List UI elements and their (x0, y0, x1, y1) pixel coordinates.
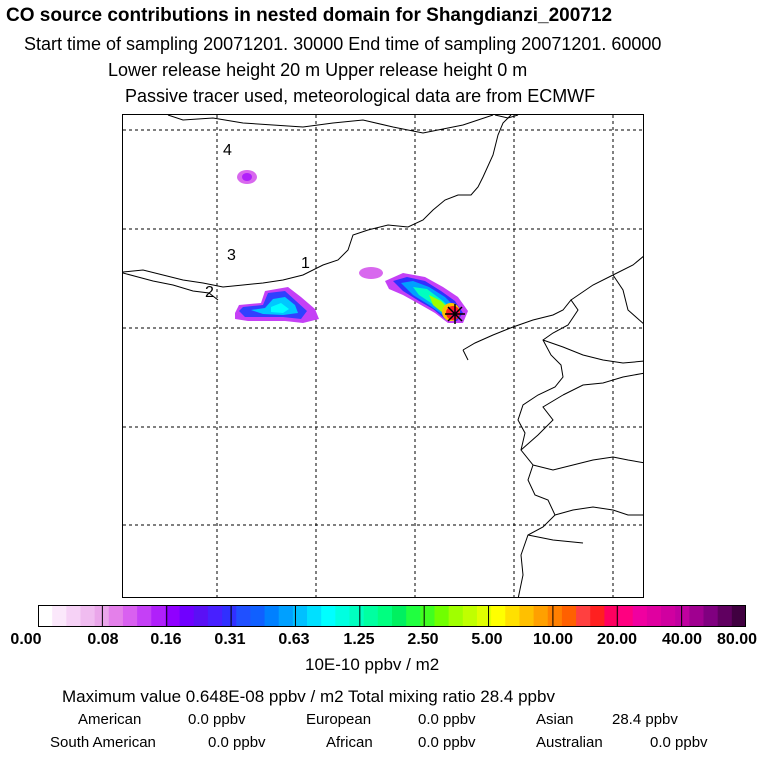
colorbar-swatch (576, 605, 591, 627)
colorbar-units: 10E-10 ppbv / m2 (305, 655, 440, 674)
colorbar (38, 605, 746, 627)
colorbar-swatch (632, 605, 648, 627)
colorbar-tick: 5.00 (471, 631, 503, 648)
colorbar-swatch (689, 605, 705, 627)
region-value: 0.0 ppbv (418, 734, 476, 751)
colorbar-tick: 10.00 (532, 631, 574, 648)
colorbar-swatch (420, 605, 435, 627)
page-title: CO source contributions in nested domain… (6, 5, 613, 26)
colorbar-swatch (165, 605, 181, 627)
colorbar-swatch (547, 605, 563, 627)
colorbar-swatch (122, 605, 138, 627)
colorbar-tick: 40.00 (661, 631, 703, 648)
plume-west (235, 287, 319, 323)
colorbar-tick: 2.50 (407, 631, 439, 648)
colorbar-swatch (505, 605, 520, 627)
colorbar-swatch (207, 605, 223, 627)
colorbar-swatch (533, 605, 549, 627)
colorbar-swatch (561, 605, 577, 627)
colorbar-swatch (406, 605, 421, 627)
colorbar-swatch (80, 605, 96, 627)
colorbar-tick: 80.00 (716, 631, 758, 648)
map-label-2: 2 (205, 284, 214, 301)
colorbar-swatch (321, 605, 336, 627)
colorbar-swatch (448, 605, 464, 627)
colorbar-swatch (222, 605, 237, 627)
map-label-4: 4 (223, 142, 232, 159)
colorbar-border (38, 605, 746, 627)
colorbar-swatch (137, 605, 152, 627)
max-value-line: Maximum value 0.648E-08 ppbv / m2 Total … (62, 687, 555, 706)
colorbar-swatch (519, 605, 535, 627)
colorbar-swatch (731, 605, 746, 627)
colorbar-swatch (335, 605, 351, 627)
colorbar-swatch (434, 605, 450, 627)
colorbar-swatch (590, 605, 605, 627)
receptor-marker (445, 304, 465, 324)
colorbar-swatch (52, 605, 67, 627)
colorbar-swatch (193, 605, 209, 627)
colorbar-tick: 0.63 (278, 631, 310, 648)
colorbar-swatch (38, 605, 53, 627)
colorbar-swatch (179, 605, 195, 627)
region-name: African (326, 734, 373, 751)
region-name: Asian (536, 711, 574, 728)
colorbar-swatch (264, 605, 280, 627)
colorbar-swatch (66, 605, 81, 627)
region-value: 0.0 ppbv (418, 711, 476, 728)
region-value: 28.4 ppbv (612, 711, 678, 728)
colorbar-tick: 0.08 (87, 631, 119, 648)
colorbar-swatch (618, 605, 634, 627)
colorbar-swatch (278, 605, 294, 627)
colorbar-swatch (675, 605, 690, 627)
region-value: 0.0 ppbv (188, 711, 246, 728)
coastlines (123, 115, 643, 597)
region-value: 0.0 ppbv (650, 734, 708, 751)
region-name: American (78, 711, 142, 728)
colorbar-tick: 20.00 (596, 631, 638, 648)
colorbar-swatch (292, 605, 308, 627)
colorbar-swatch (491, 605, 506, 627)
map-canvas (123, 115, 643, 597)
colorbar-swatch (462, 605, 478, 627)
map-panel: 4 3 1 2 (122, 114, 644, 598)
colorbar-swatch (349, 605, 365, 627)
colorbar-tick: 0.16 (150, 631, 182, 648)
region-name: European (306, 711, 372, 728)
colorbar-swatch (703, 605, 719, 627)
colorbar-swatch (717, 605, 733, 627)
map-label-3: 3 (227, 247, 236, 264)
tracer-info-line: Passive tracer used, meteorological data… (125, 86, 596, 106)
plume-4 (237, 170, 257, 184)
colorbar-swatch (307, 605, 322, 627)
region-value: 0.0 ppbv (208, 734, 266, 751)
colorbar-swatch (646, 605, 662, 627)
colorbar-swatch (250, 605, 266, 627)
region-name: Australian (536, 734, 603, 751)
sampling-time-line: Start time of sampling 20071201. 30000 E… (24, 34, 662, 54)
colorbar-swatch (108, 605, 124, 627)
colorbar-tick: 0.00 (10, 631, 42, 648)
colorbar-swatch (476, 605, 492, 627)
release-height-line: Lower release height 20 m Upper release … (108, 60, 528, 80)
colorbar-swatch (661, 605, 676, 627)
colorbar-swatch (392, 605, 407, 627)
colorbar-swatch (236, 605, 251, 627)
colorbar-swatch (151, 605, 166, 627)
colorbar-swatch (363, 605, 379, 627)
grid-lines (123, 115, 643, 597)
colorbar-tick: 1.25 (343, 631, 375, 648)
region-name: South American (50, 734, 156, 751)
colorbar-tick: 0.31 (214, 631, 246, 648)
map-label-1: 1 (301, 255, 310, 272)
colorbar-swatch (604, 605, 620, 627)
colorbar-swatch (377, 605, 393, 627)
